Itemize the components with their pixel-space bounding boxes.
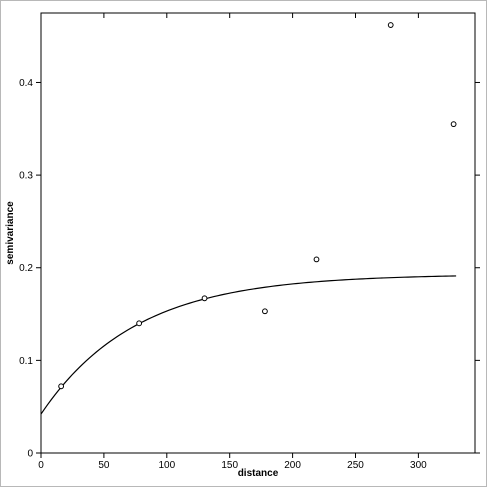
data-points — [58, 22, 457, 390]
x-tick-label: 100 — [158, 460, 175, 471]
data-point — [136, 320, 143, 327]
x-axis-title: distance — [238, 468, 279, 479]
data-point — [450, 121, 457, 128]
plot-area — [40, 12, 476, 454]
x-tick-label: 200 — [284, 460, 301, 471]
y-tick-label: 0 — [27, 449, 33, 460]
x-tick-label: 150 — [221, 460, 238, 471]
y-tick-label: 0.3 — [19, 171, 33, 182]
y-tick-label: 0.1 — [19, 356, 33, 367]
data-point — [387, 22, 394, 28]
y-tick-label: 0.4 — [19, 78, 33, 89]
x-tick-label: 250 — [347, 460, 364, 471]
y-axis-ticks: 0 0.1 0.2 0.3 0.4 — [19, 78, 480, 460]
data-point — [262, 308, 268, 315]
data-point — [201, 295, 208, 302]
data-point — [313, 256, 320, 263]
y-axis-title: semivariance — [5, 201, 16, 265]
data-point — [58, 383, 65, 390]
x-tick-label: 0 — [38, 460, 44, 471]
fitted-model-curve — [40, 275, 457, 415]
x-axis-ticks: 0 50 100 150 200 250 300 — [38, 13, 427, 471]
y-tick-label: 0.2 — [19, 263, 33, 274]
x-tick-label: 300 — [410, 460, 427, 471]
x-tick-label: 50 — [98, 460, 110, 471]
